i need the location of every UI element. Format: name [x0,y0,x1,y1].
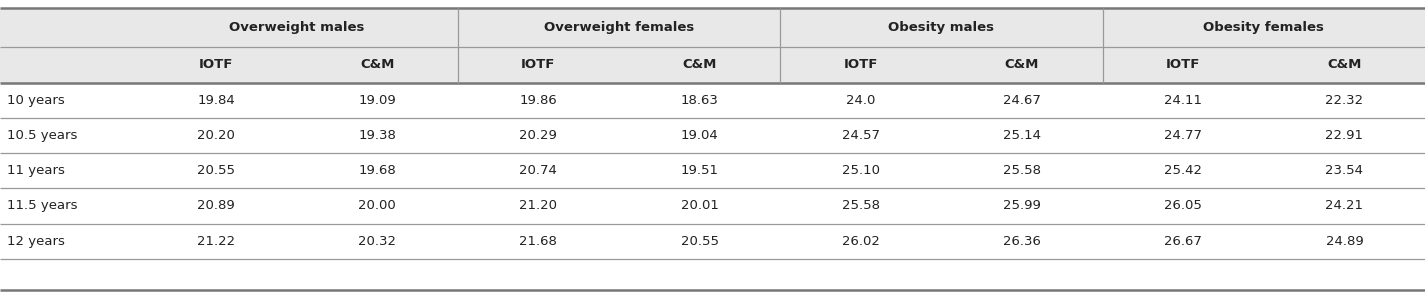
Text: 24.21: 24.21 [1325,199,1364,212]
Text: 25.42: 25.42 [1164,164,1203,177]
Text: 20.55: 20.55 [197,164,235,177]
Bar [0,153,1425,188]
Text: 23.54: 23.54 [1325,164,1364,177]
Text: Obesity males: Obesity males [888,21,995,34]
Text: Overweight females: Overweight females [544,21,694,34]
Text: 25.58: 25.58 [1003,164,1042,177]
Text: 26.67: 26.67 [1164,235,1203,248]
Text: 20.20: 20.20 [197,129,235,142]
Text: 24.67: 24.67 [1003,94,1040,107]
Bar [0,188,1425,224]
Text: 19.09: 19.09 [358,94,396,107]
Text: 19.51: 19.51 [681,164,718,177]
Text: IOTF: IOTF [844,58,878,71]
Text: 20.01: 20.01 [681,199,718,212]
Text: 24.77: 24.77 [1164,129,1203,142]
Text: IOTF: IOTF [522,58,556,71]
Text: 21.22: 21.22 [197,235,235,248]
Bar [0,47,1425,83]
Text: 22.32: 22.32 [1325,94,1364,107]
Text: 19.68: 19.68 [358,164,396,177]
Text: IOTF: IOTF [200,58,234,71]
Bar [0,83,1425,118]
Text: 21.68: 21.68 [520,235,557,248]
Text: 12 years: 12 years [7,235,66,248]
Text: C&M: C&M [1005,58,1039,71]
Text: 26.02: 26.02 [842,235,879,248]
Text: 24.11: 24.11 [1164,94,1203,107]
Text: IOTF: IOTF [1166,58,1200,71]
Bar [0,224,1425,259]
Text: 25.99: 25.99 [1003,199,1040,212]
Text: 20.00: 20.00 [358,199,396,212]
Text: 26.05: 26.05 [1164,199,1203,212]
Text: 20.55: 20.55 [681,235,718,248]
Text: Overweight males: Overweight males [229,21,365,34]
Text: 11.5 years: 11.5 years [7,199,77,212]
Text: 21.20: 21.20 [519,199,557,212]
Text: 19.84: 19.84 [197,94,235,107]
Text: 18.63: 18.63 [681,94,718,107]
Text: 19.38: 19.38 [358,129,396,142]
Text: 10 years: 10 years [7,94,66,107]
Text: C&M: C&M [361,58,395,71]
Bar [0,118,1425,153]
Text: 25.10: 25.10 [842,164,879,177]
Text: 24.0: 24.0 [846,94,875,107]
Text: 20.29: 20.29 [520,129,557,142]
Text: 20.74: 20.74 [520,164,557,177]
Text: 19.04: 19.04 [681,129,718,142]
Text: 24.57: 24.57 [842,129,879,142]
Text: 25.58: 25.58 [842,199,879,212]
Text: 19.86: 19.86 [520,94,557,107]
Text: 20.89: 20.89 [197,199,235,212]
Text: 26.36: 26.36 [1003,235,1040,248]
Text: Obesity females: Obesity females [1203,21,1324,34]
Text: C&M: C&M [1327,58,1361,71]
Text: 22.91: 22.91 [1325,129,1364,142]
Bar [0,8,1425,47]
Text: C&M: C&M [683,58,717,71]
Text: 10.5 years: 10.5 years [7,129,77,142]
Text: 11 years: 11 years [7,164,66,177]
Text: 25.14: 25.14 [1003,129,1042,142]
Text: 20.32: 20.32 [358,235,396,248]
Text: 24.89: 24.89 [1325,235,1364,248]
